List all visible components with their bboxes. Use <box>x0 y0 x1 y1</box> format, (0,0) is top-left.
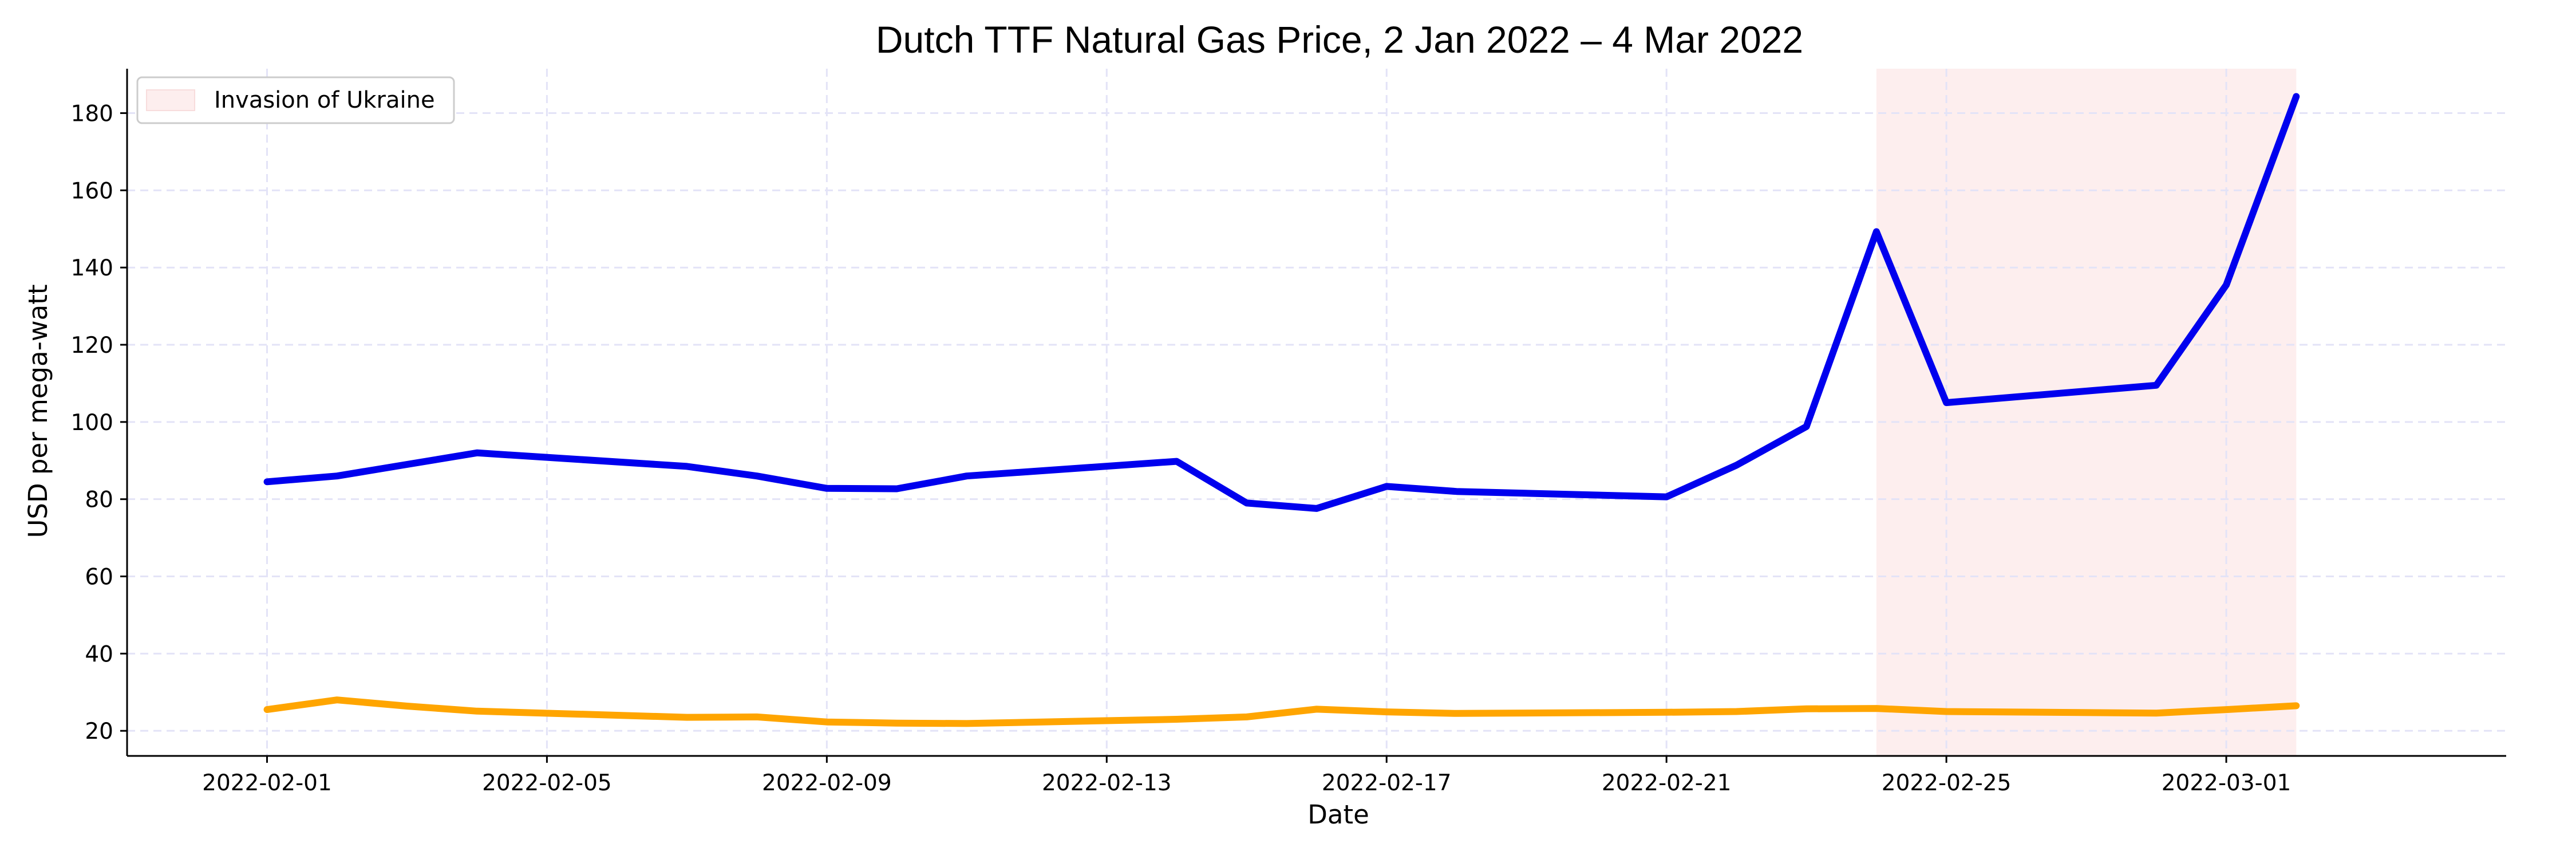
x-tick-label: 2022-02-09 <box>762 770 892 796</box>
legend-frame <box>136 76 455 124</box>
y-tick-label: 40 <box>85 641 113 667</box>
x-tick-label: 2022-02-17 <box>1322 770 1452 796</box>
y-tick-label: 20 <box>85 719 113 744</box>
y-tick-label: 100 <box>71 410 113 436</box>
ticks-layer: 2022-02-01 2022-02-05 2022-02-09 2022-02-13… <box>71 101 2291 796</box>
x-tick-label: 2022-03-01 <box>2162 770 2291 796</box>
y-tick-label: 180 <box>71 101 113 127</box>
legend-label-invasion: Invasion of Ukraine <box>214 87 435 113</box>
x-tick-label: 2022-02-25 <box>1882 770 2012 796</box>
invasion-span <box>1876 69 2297 756</box>
x-tick-label: 2022-02-05 <box>482 770 612 796</box>
legend: Invasion of Ukraine <box>136 76 455 124</box>
series-layer <box>263 93 2300 727</box>
y-axis-label: USD per mega-watt <box>23 284 53 538</box>
y-tick-label: 140 <box>71 255 113 281</box>
y-tick-label: 160 <box>71 178 113 204</box>
legend-swatch-invasion <box>146 89 195 111</box>
chart-title: Dutch TTF Natural Gas Price, 2 Jan 2022 … <box>876 18 1803 61</box>
grid-layer <box>127 69 2506 756</box>
y-tick-label: 60 <box>85 565 113 590</box>
axes-layer <box>126 69 2506 757</box>
x-tick-label: 2022-02-13 <box>1042 770 1172 796</box>
x-axis-label: Date <box>1307 799 1369 830</box>
series-line-1 <box>263 93 2300 512</box>
x-tick-label: 2022-02-01 <box>202 770 332 796</box>
x-tick-label: 2022-02-21 <box>1602 770 1732 796</box>
y-tick-label: 120 <box>71 333 113 358</box>
shaded-span-layer <box>1876 69 2297 756</box>
y-tick-label: 80 <box>85 487 113 513</box>
series-line-2 <box>263 696 2300 727</box>
